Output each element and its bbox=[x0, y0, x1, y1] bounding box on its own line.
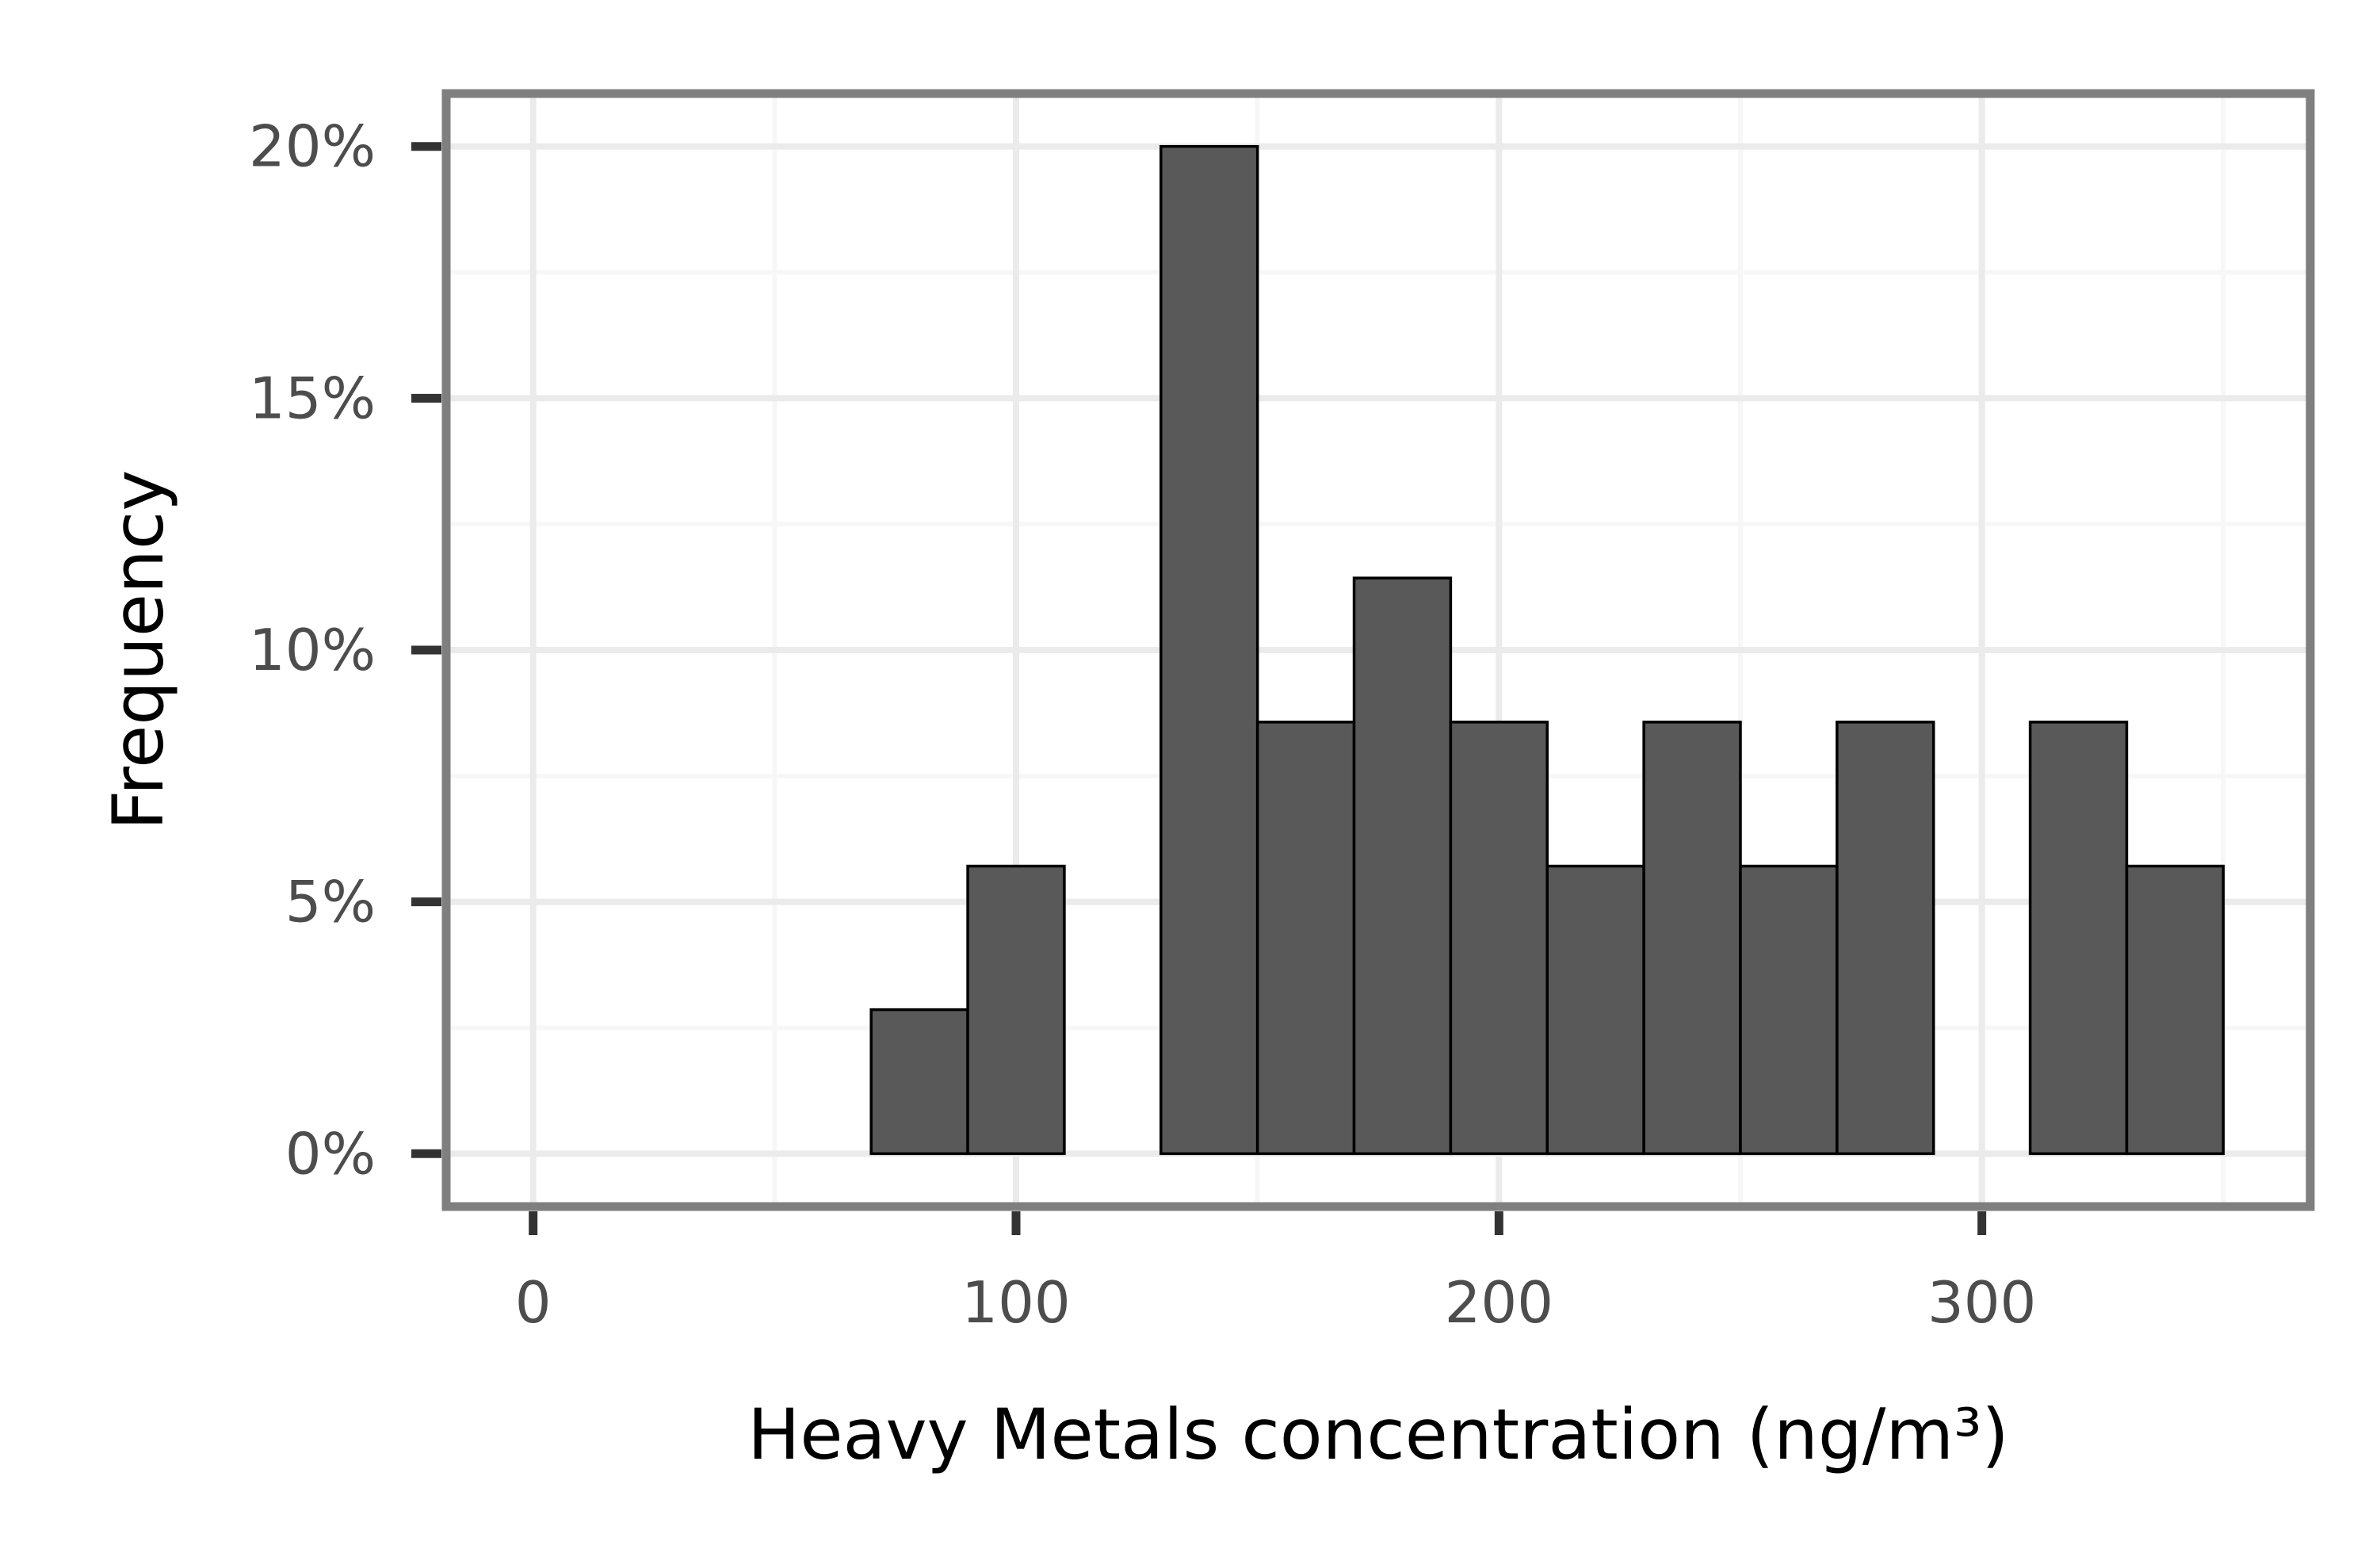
y-axis: 0% 5% 10% 15% 20% bbox=[249, 113, 441, 1187]
histogram-bar bbox=[1159, 144, 1259, 1156]
x-tick-label: 300 bbox=[1927, 1269, 2036, 1336]
y-tick-label: 0% bbox=[285, 1120, 376, 1187]
histogram-bar bbox=[966, 864, 1066, 1156]
histogram-bar bbox=[1449, 721, 1549, 1156]
histogram-bar bbox=[1642, 721, 1742, 1156]
histogram-bars bbox=[869, 144, 2225, 1156]
y-tick-label: 5% bbox=[285, 869, 376, 935]
y-axis-title: Frequency bbox=[97, 470, 179, 831]
histogram-bar bbox=[1255, 721, 1356, 1156]
histogram-bar bbox=[869, 1008, 969, 1156]
histogram-bar bbox=[2028, 721, 2129, 1156]
histogram-bar bbox=[1545, 864, 1645, 1156]
y-tick-label: 15% bbox=[249, 365, 376, 431]
histogram-bar bbox=[1352, 576, 1453, 1156]
x-axis: 0 100 200 300 bbox=[515, 1211, 2036, 1336]
histogram-bar bbox=[1836, 721, 1935, 1156]
y-tick-label: 10% bbox=[249, 617, 376, 683]
x-tick-label: 0 bbox=[515, 1269, 552, 1336]
x-tick-label: 100 bbox=[961, 1269, 1070, 1336]
panel-border bbox=[441, 89, 2315, 1211]
histogram-bar bbox=[1739, 864, 1839, 1156]
histogram-bar bbox=[2125, 864, 2225, 1156]
y-tick-label: 20% bbox=[249, 113, 376, 180]
x-tick-label: 200 bbox=[1445, 1269, 1553, 1336]
x-axis-title: Heavy Metals concentration (ng/m³) bbox=[747, 1394, 2009, 1475]
